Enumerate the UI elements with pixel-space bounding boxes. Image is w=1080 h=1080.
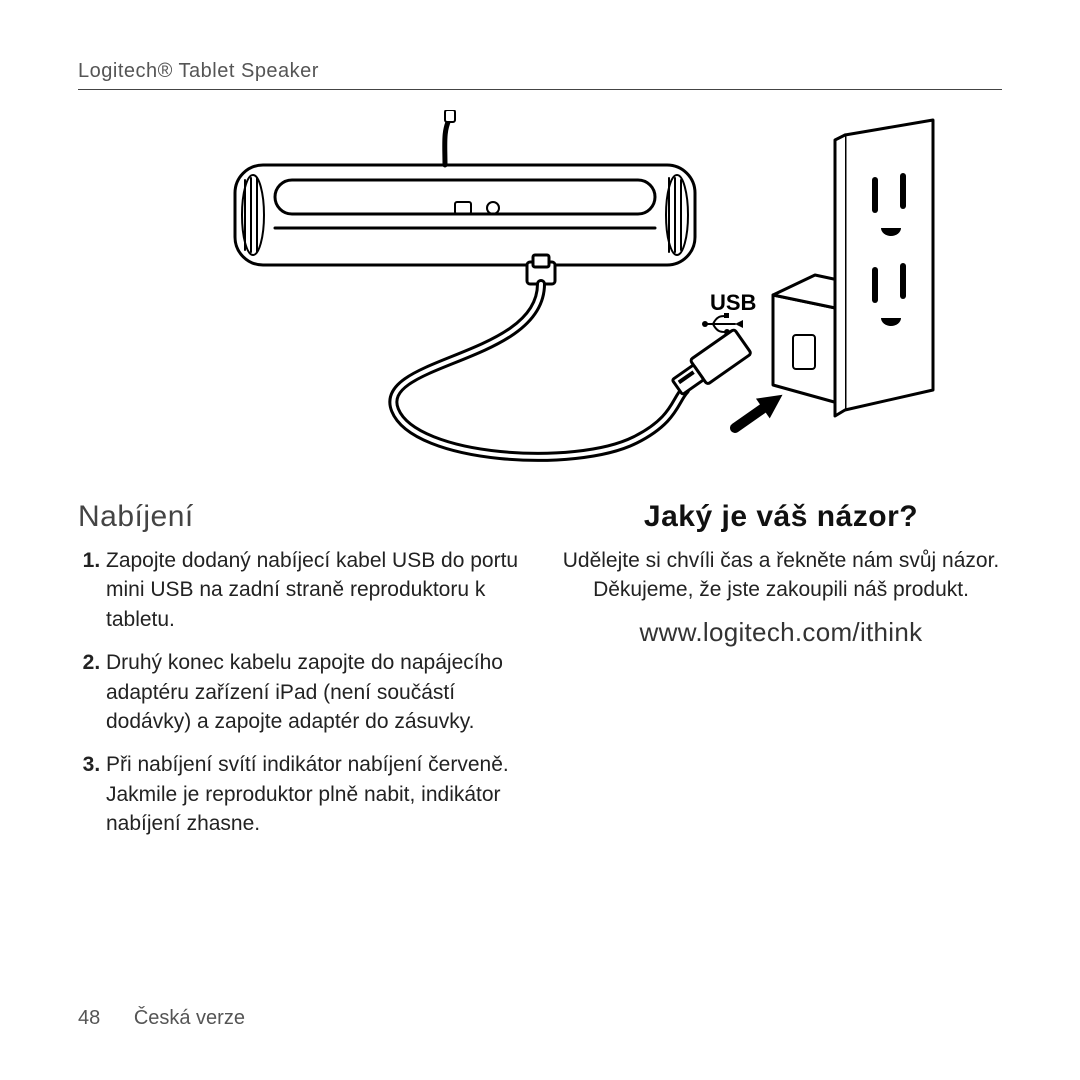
right-column: Jaký je váš názor? Udělejte si chvíli ča… — [560, 500, 1002, 853]
usb-label: USB — [710, 290, 756, 315]
manual-page: Logitech® Tablet Speaker — [0, 0, 1080, 1080]
page-number: 48 — [78, 1007, 100, 1029]
language-label: Česká verze — [134, 1007, 245, 1029]
charging-title: Nabíjení — [78, 500, 520, 534]
step-1: Zapojte dodaný nabíjecí kabel USB do por… — [106, 546, 520, 634]
running-head: Logitech® Tablet Speaker — [78, 60, 1002, 90]
left-column: Nabíjení Zapojte dodaný nabíjecí kabel U… — [78, 500, 520, 853]
page-footer: 48 Česká verze — [78, 1007, 245, 1030]
feedback-title: Jaký je váš názor? — [560, 500, 1002, 534]
charging-illustration: USB — [145, 110, 935, 470]
feedback-body: Udělejte si chvíli čas a řekněte nám svů… — [560, 546, 1002, 605]
content-columns: Nabíjení Zapojte dodaný nabíjecí kabel U… — [78, 500, 1002, 853]
feedback-url: www.logitech.com/ithink — [560, 617, 1002, 648]
step-2: Druhý konec kabelu zapojte do napájecího… — [106, 648, 520, 736]
step-3: Při nabíjení svítí indikátor nabíjení če… — [106, 750, 520, 838]
charging-steps: Zapojte dodaný nabíjecí kabel USB do por… — [78, 546, 520, 839]
